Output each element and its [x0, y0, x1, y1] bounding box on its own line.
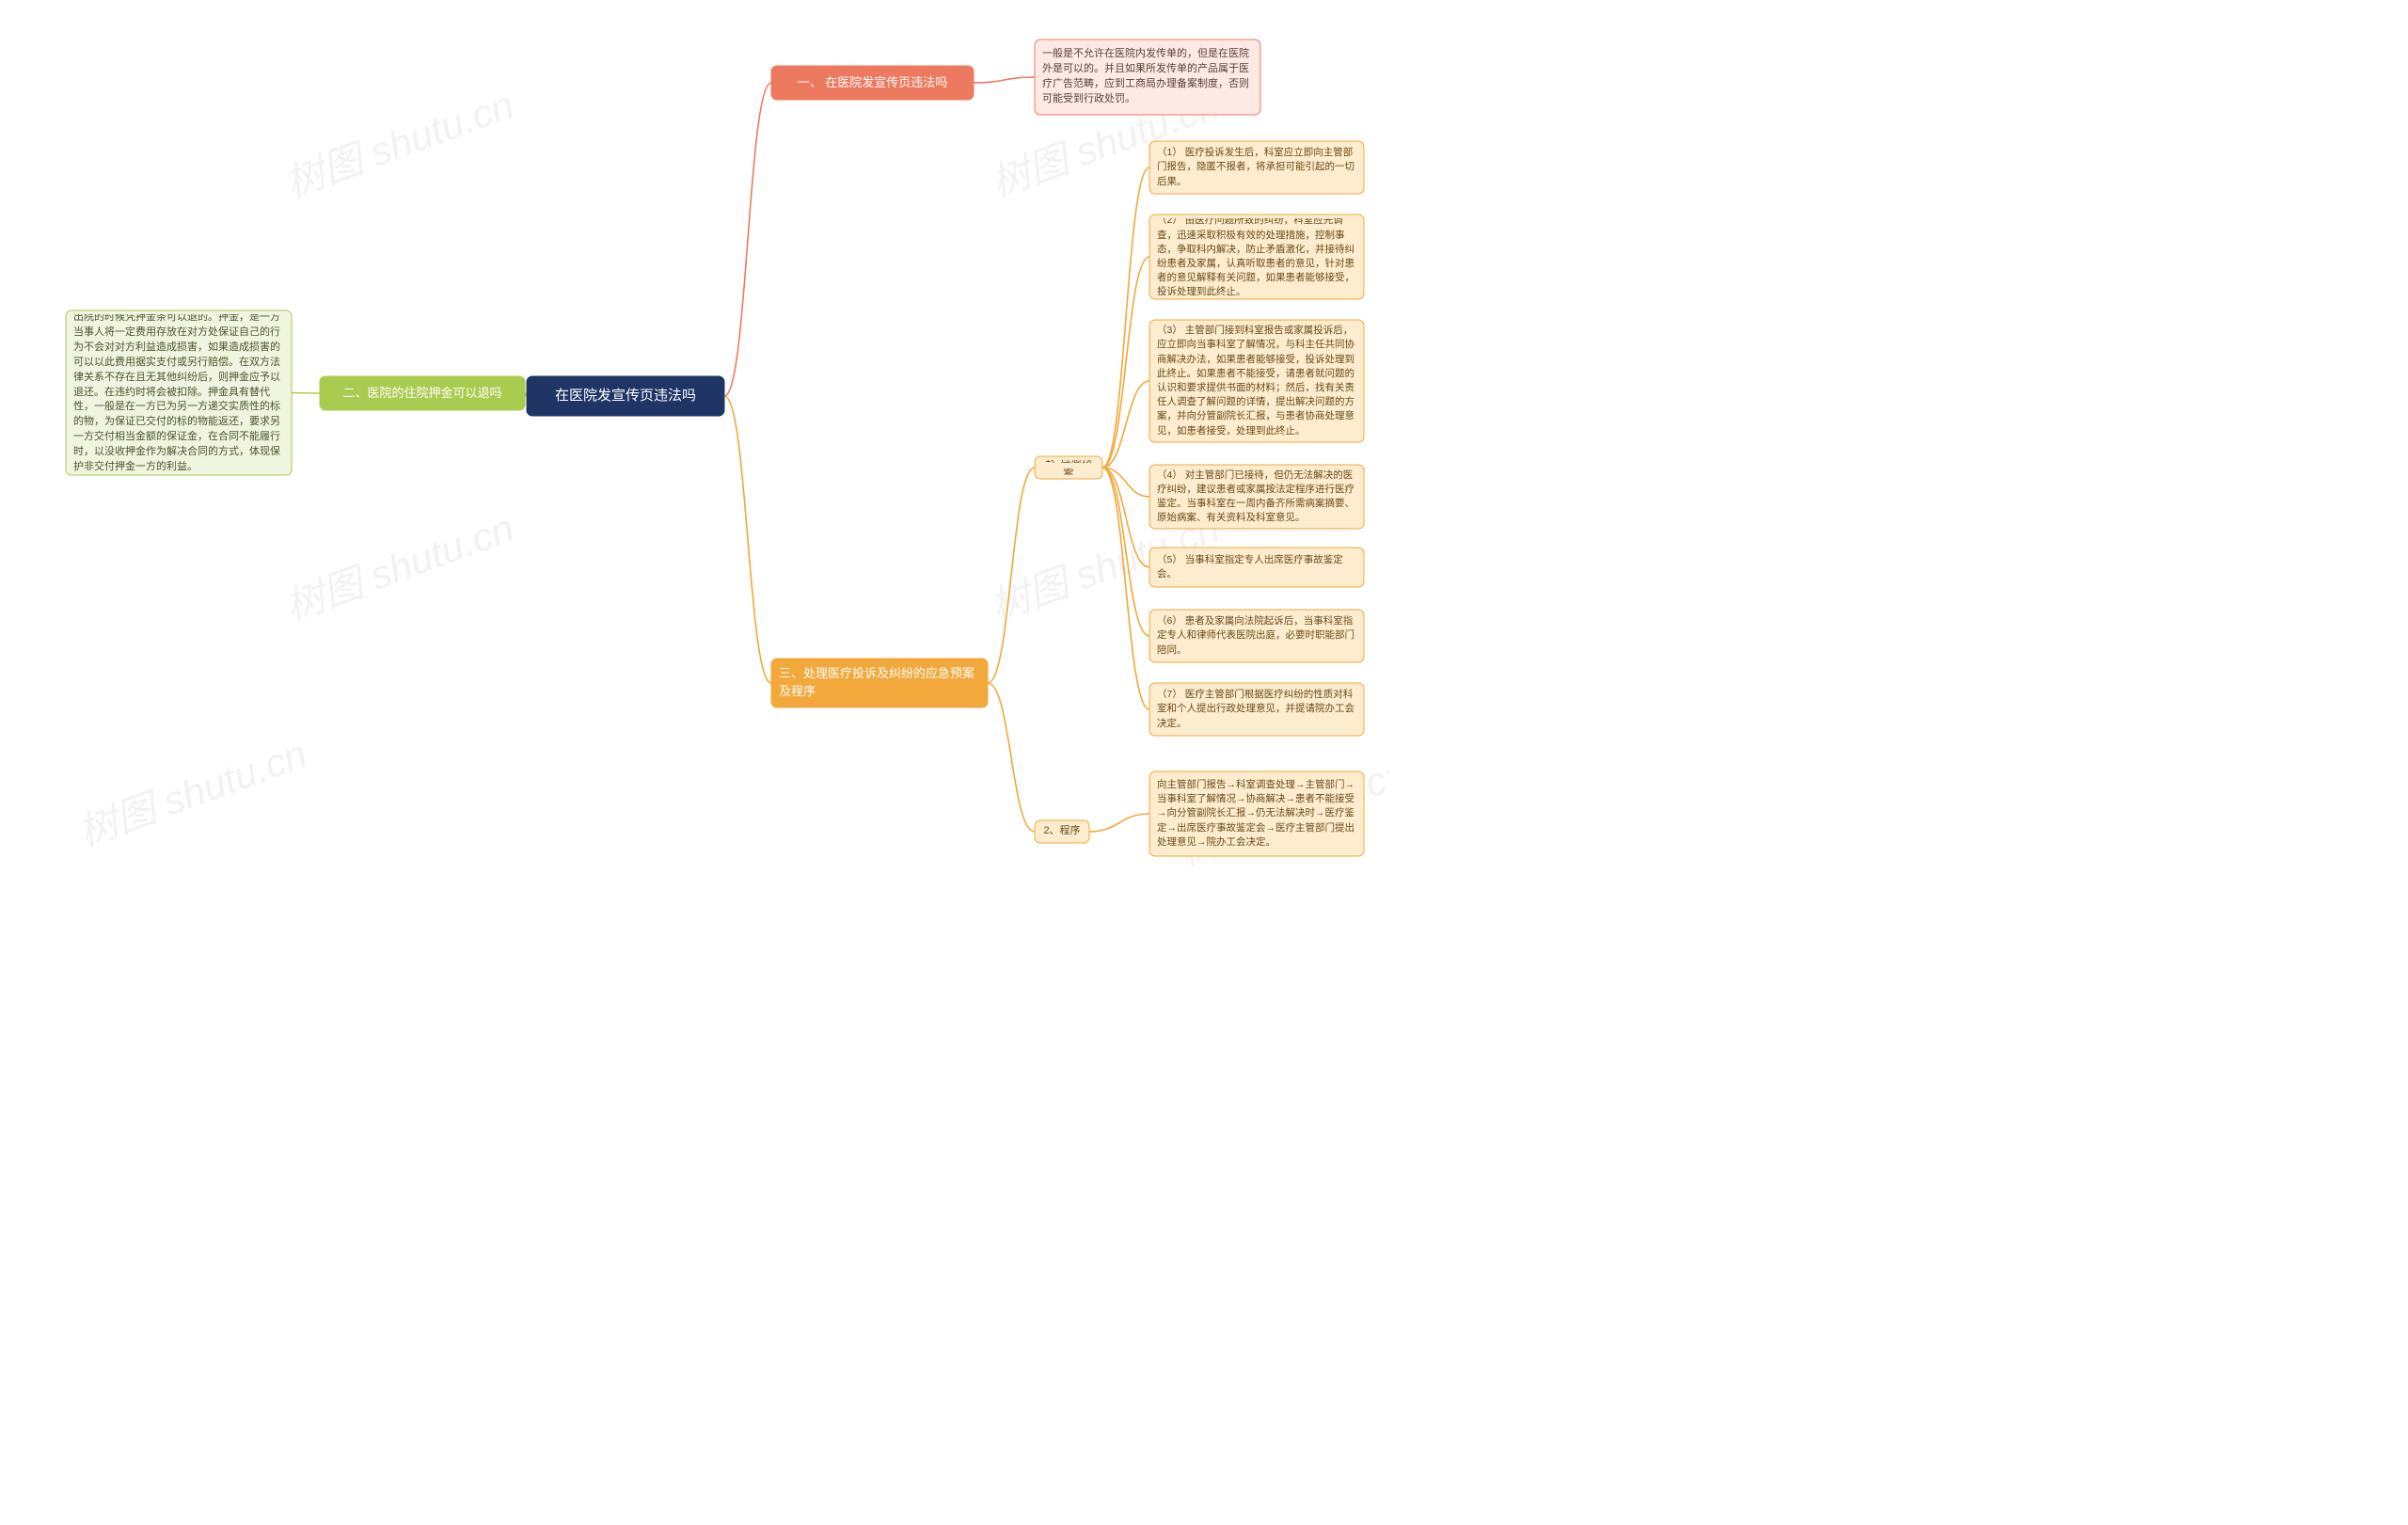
node-n3[interactable]: 三、处理医疗投诉及纠纷的应急预案及程序 [771, 659, 988, 707]
mindmap-canvas: 树图 shutu.cn树图 shutu.cn树图 shutu.cn树图 shut… [0, 0, 1388, 880]
node-label: 出院的时候凭押金条可以退的。押金，是一方当事人将一定费用存放在对方处保证自己的行… [73, 314, 284, 471]
node-n3_sub2[interactable]: 2、程序 [1035, 820, 1089, 843]
node-label: （6） 患者及家属向法院起诉后，当事科室指定专人和律师代表医院出庭，必要时职能部… [1157, 613, 1356, 659]
node-n2[interactable]: 二、医院的住院押金可以退吗 [320, 376, 525, 410]
node-s1_3[interactable]: （3） 主管部门接到科室报告或家属投诉后，应立即向当事科室了解情况，与科主任共同… [1149, 320, 1364, 442]
edge [724, 83, 771, 396]
node-label: （3） 主管部门接到科室报告或家属投诉后，应立即向当事科室了解情况，与科主任共同… [1157, 324, 1356, 438]
node-label: 2、程序 [1042, 824, 1082, 839]
node-s2_1[interactable]: 向主管部门报告→科室调查处理→主管部门→当事科室了解情况→协商解决→患者不能接受… [1149, 771, 1364, 856]
node-label: （4） 对主管部门已接待，但仍无法解决的医疗纠纷，建议患者或家属按法定程序进行医… [1157, 469, 1356, 525]
edge [1102, 381, 1149, 468]
edge [724, 396, 771, 683]
node-n1[interactable]: 一、 在医院发宣传页违法吗 [771, 66, 974, 100]
node-s1_2[interactable]: （2） 由医疗问题所致的纠纷，科室应先调查，迅速采取积极有效的处理措施，控制事态… [1149, 214, 1364, 299]
watermark: 树图 shutu.cn [279, 82, 519, 205]
watermark: 树图 shutu.cn [279, 505, 519, 628]
watermark: 树图 shutu.cn [72, 731, 312, 854]
edge [1102, 257, 1149, 468]
node-label: 向主管部门报告→科室调查处理→主管部门→当事科室了解情况→协商解决→患者不能接受… [1157, 775, 1356, 852]
node-s1_4[interactable]: （4） 对主管部门已接待，但仍无法解决的医疗纠纷，建议患者或家属按法定程序进行医… [1149, 465, 1364, 529]
node-s1_5[interactable]: （5） 当事科室指定专人出席医疗事故鉴定会。 [1149, 548, 1364, 587]
node-label: 一、 在医院发宣传页违法吗 [779, 70, 966, 96]
node-label: 三、处理医疗投诉及纠纷的应急预案及程序 [779, 662, 980, 704]
node-s1_7[interactable]: （7） 医疗主管部门根据医疗纠纷的性质对科室和个人提出行政处理意见，并提请院办工… [1149, 683, 1364, 736]
node-s1_1[interactable]: （1） 医疗投诉发生后，科室应立即向主管部门报告，隐匿不报者，将承担可能引起的一… [1149, 141, 1364, 194]
node-n2_1[interactable]: 出院的时候凭押金条可以退的。押金，是一方当事人将一定费用存放在对方处保证自己的行… [66, 310, 292, 475]
node-label: 二、医院的住院押金可以退吗 [327, 380, 517, 406]
node-s1_6[interactable]: （6） 患者及家属向法院起诉后，当事科室指定专人和律师代表医院出庭，必要时职能部… [1149, 610, 1364, 662]
node-n1_1[interactable]: 一般是不允许在医院内发传单的，但是在医院外是可以的。并且如果所发传单的产品属于医… [1035, 40, 1260, 115]
edge [974, 77, 1035, 83]
node-label: 1、应急预案 [1042, 460, 1095, 475]
edge [1089, 814, 1149, 832]
node-label: （2） 由医疗问题所致的纠纷，科室应先调查，迅速采取积极有效的处理措施，控制事态… [1157, 218, 1356, 295]
edge [292, 393, 320, 394]
node-root[interactable]: 在医院发宣传页违法吗 [527, 376, 724, 416]
node-label: （1） 医疗投诉发生后，科室应立即向主管部门报告，隐匿不报者，将承担可能引起的一… [1157, 145, 1356, 190]
node-n3_sub1[interactable]: 1、应急预案 [1035, 456, 1102, 479]
node-label: （7） 医疗主管部门根据医疗纠纷的性质对科室和个人提出行政处理意见，并提请院办工… [1157, 687, 1356, 732]
edge [988, 683, 1035, 832]
node-label: 一般是不允许在医院内发传单的，但是在医院外是可以的。并且如果所发传单的产品属于医… [1042, 43, 1253, 111]
node-label: 在医院发宣传页违法吗 [534, 380, 717, 412]
node-label: （5） 当事科室指定专人出席医疗事故鉴定会。 [1157, 551, 1356, 583]
